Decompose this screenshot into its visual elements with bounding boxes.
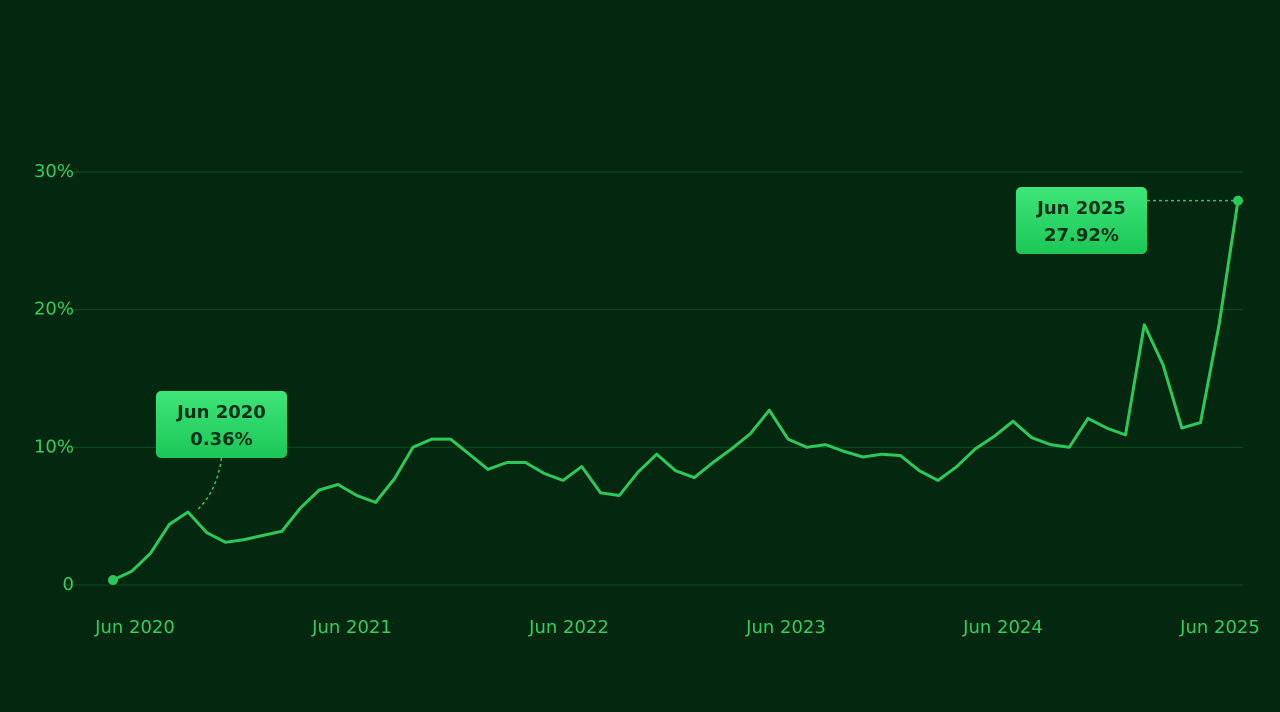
x-tick-label: Jun 2023 xyxy=(745,617,826,638)
y-tick-label: 0 xyxy=(63,574,74,595)
annotation-date: Jun 2020 xyxy=(175,402,266,423)
data-line xyxy=(112,200,1240,582)
plot xyxy=(112,200,1240,582)
annotation-box xyxy=(156,391,287,458)
x-tick-label: Jun 2021 xyxy=(311,617,392,638)
point-marker xyxy=(108,575,118,586)
annotation-value: 27.92% xyxy=(1044,225,1119,246)
annotations: Jun 2020 0.36% Jun 2025 27.92% xyxy=(108,187,1243,586)
y-tick-label: 30% xyxy=(34,161,74,182)
y-tick-label: 20% xyxy=(34,299,74,320)
connector xyxy=(195,457,223,512)
y-tick-label: 10% xyxy=(34,436,74,457)
x-tick-label: Jun 2024 xyxy=(962,617,1043,638)
x-tick-label: Jun 2022 xyxy=(528,617,609,638)
annotation-value: 0.36% xyxy=(190,429,252,450)
grid: 0 10% 20% 30% Jun 2020 Jun 2021 Jun 2022 Jun 20… xyxy=(34,161,1260,638)
x-tick-label: Jun 2025 xyxy=(1179,617,1260,638)
x-tick-label: Jun 2020 xyxy=(94,617,175,638)
annotation-date: Jun 2025 xyxy=(1035,198,1126,219)
annotation-box xyxy=(1016,187,1147,254)
